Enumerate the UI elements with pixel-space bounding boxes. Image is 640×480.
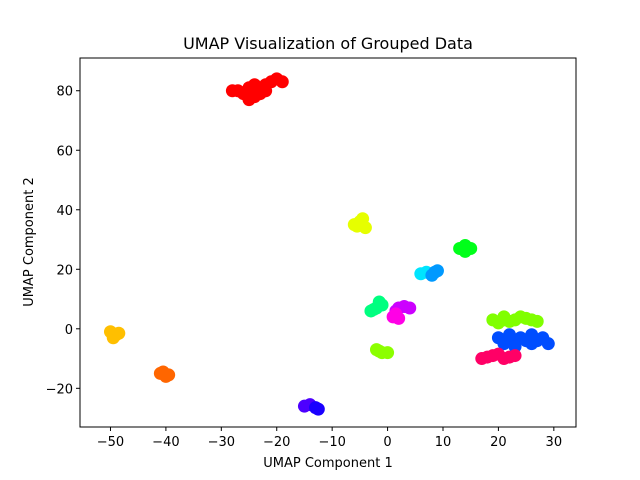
cluster-7 [386,307,406,325]
data-point [508,340,522,354]
cluster-10 [491,328,555,354]
cluster-0 [225,72,289,107]
data-point [525,328,539,342]
data-point [525,313,539,327]
x-tick-label: 10 [435,435,452,450]
y-axis-label: UMAP Component 2 [22,177,37,306]
data-point [428,265,442,279]
x-tick-label: −20 [263,435,290,450]
data-point [514,310,528,324]
cluster-11 [475,347,522,366]
cluster-4 [425,264,444,282]
data-point [502,350,516,364]
cluster-8 [486,310,544,330]
data-point [162,368,176,382]
y-tick-label: 0 [65,323,73,338]
cluster-5 [364,295,389,318]
x-tick-label: −30 [208,435,235,450]
chart-title: UMAP Visualization of Grouped Data [183,34,473,53]
cluster-9 [369,343,395,360]
cluster-1 [347,212,372,235]
data-point [480,350,494,364]
cluster-15 [309,401,325,416]
data-point [259,84,273,98]
data-point [502,328,516,342]
data-point [242,93,256,107]
x-axis-label: UMAP Component 1 [263,456,392,471]
y-axis: −20 0 20 40 60 80 [46,85,80,397]
data-point [458,244,472,258]
data-point [112,326,126,340]
y-tick-label: 20 [56,263,73,278]
data-point [367,302,381,316]
x-tick-label: 30 [546,435,563,450]
data-point [541,337,555,351]
cluster-12 [103,325,126,345]
x-tick-label: 20 [490,435,507,450]
y-tick-label: 80 [56,85,73,100]
x-tick-label: −40 [152,435,179,450]
points-layer [103,72,555,416]
x-tick-label: −50 [97,435,124,450]
y-tick-label: 40 [56,204,73,219]
x-axis: −50 −40 −30 −20 −10 0 10 20 30 [97,427,562,450]
data-point [311,402,325,416]
data-point [275,75,289,89]
x-tick-label: −10 [318,435,345,450]
data-point [372,344,386,358]
y-tick-label: 60 [56,144,73,159]
data-point [248,78,262,92]
cluster-2 [453,238,478,258]
data-point [491,347,505,361]
data-point [497,313,511,327]
plot-frame [79,57,577,428]
cluster-13 [153,365,176,383]
data-point [403,301,417,315]
y-tick-label: −20 [46,382,73,397]
x-tick-label: 0 [383,435,391,450]
data-point [350,219,364,233]
data-point [225,84,239,98]
data-point [389,307,403,321]
